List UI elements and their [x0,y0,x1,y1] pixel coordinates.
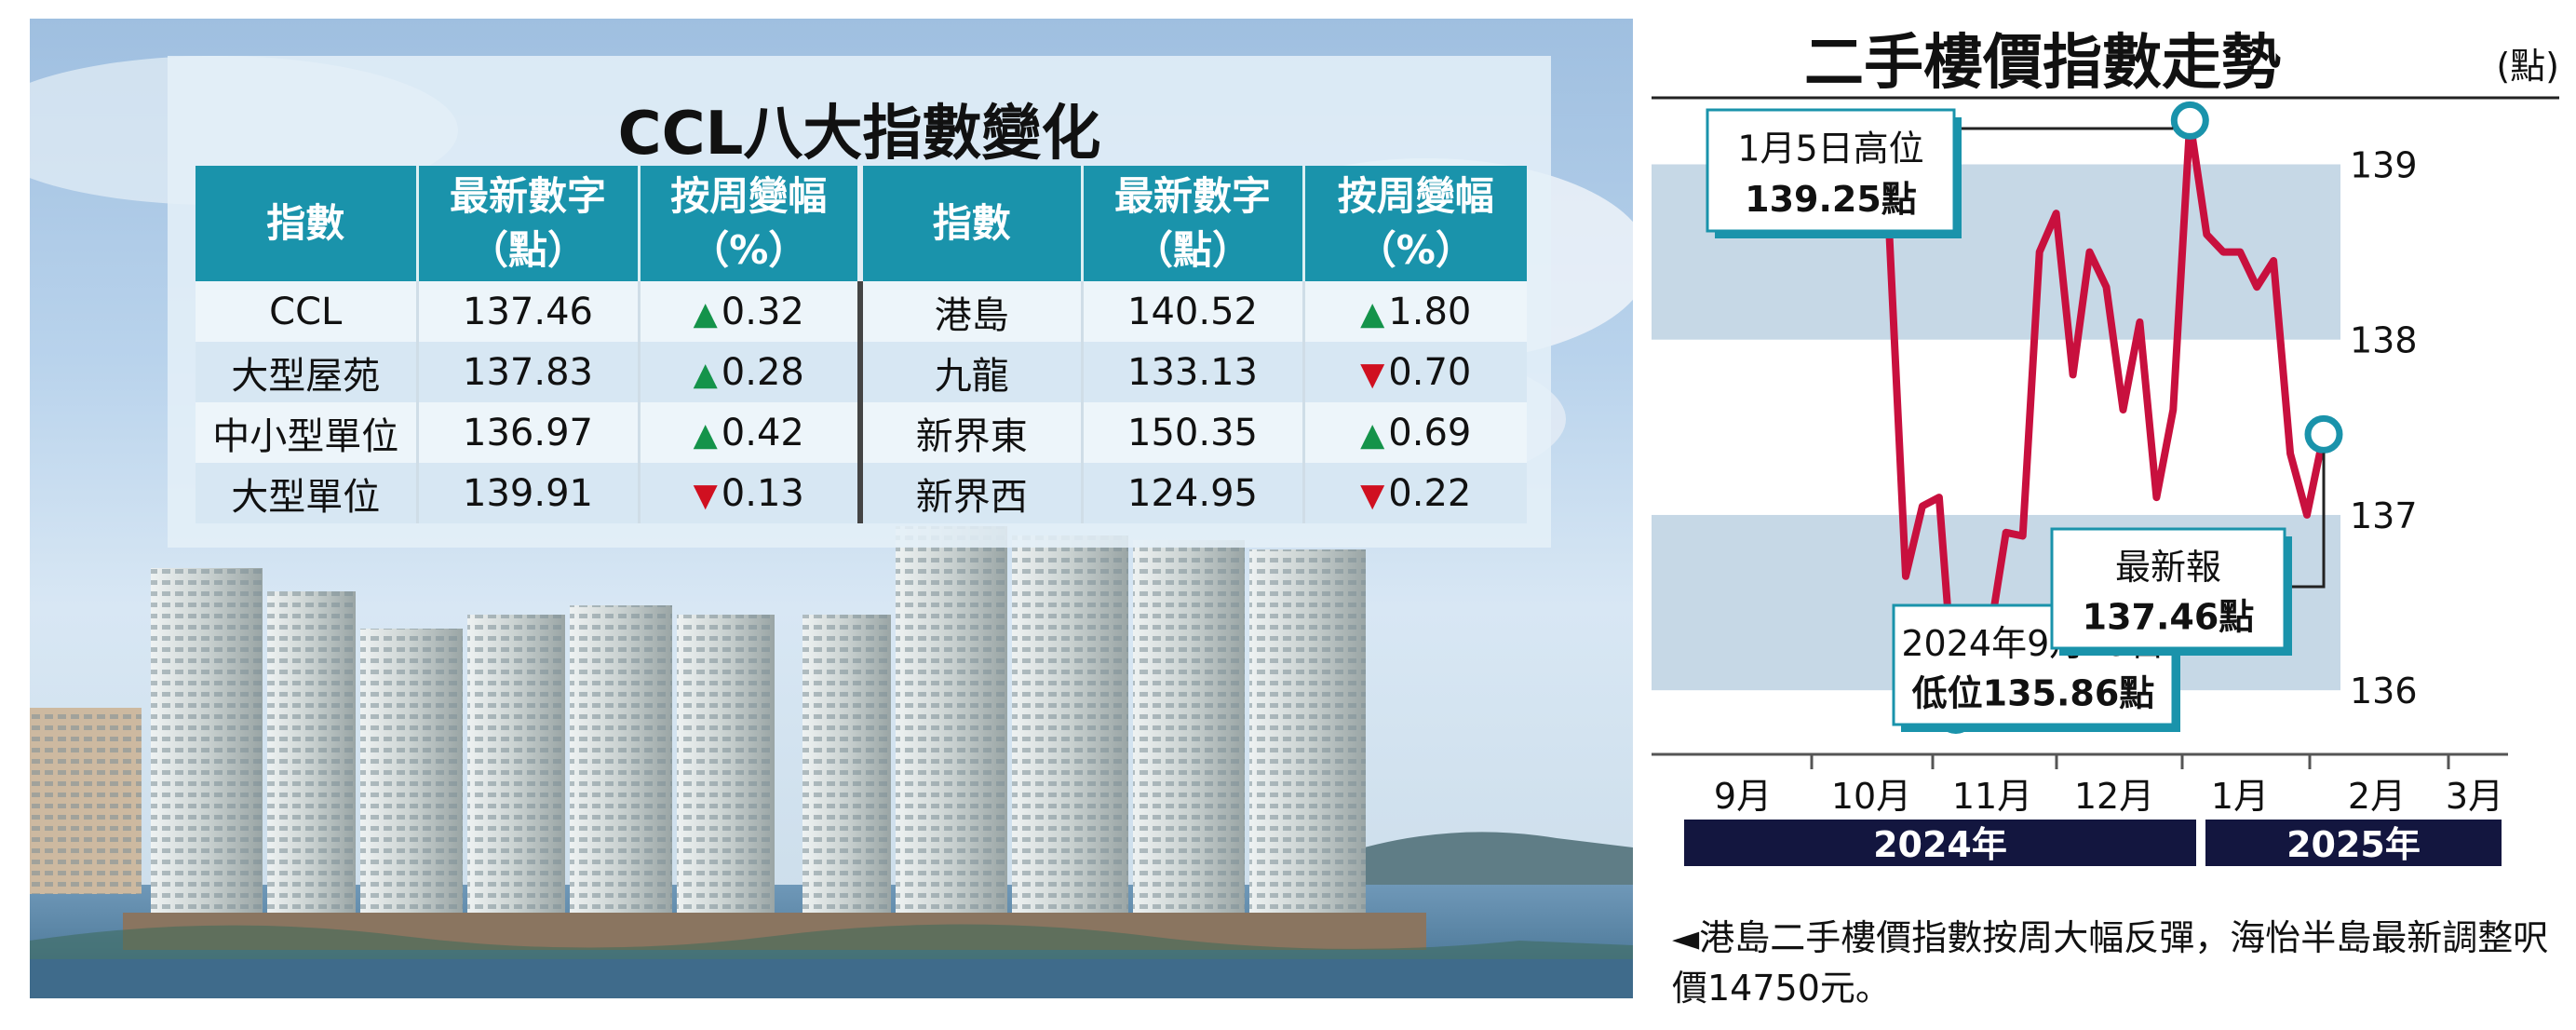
month-label: 2月 [2348,776,2406,817]
latest-annotation-box [2050,527,2286,650]
latest-value: 140.52 [1080,281,1303,342]
down-triangle-icon: ▼ [1360,476,1385,514]
weekly-change: ▼ 0.70 [1301,342,1527,402]
month-label: 10月 [1831,776,1911,817]
weekly-change: ▲ 0.32 [637,281,860,342]
ccl-index-table: 指數 最新數字 （點） 按周變幅 （%） 指數 最新數字 （點） 按周變幅 （%） CC… [196,166,1527,523]
change-value: 0.70 [1388,350,1472,394]
y-unit-label: (點) [2496,46,2559,87]
photo-caption: ◄港島二手樓價指數按周大幅反彈，海怡半島最新調整呎價14750元。 [1672,917,2549,1009]
change-value: 0.42 [721,411,804,454]
index-name: 中小型單位 [196,402,417,463]
table-title: CCL八大指數變化 [617,100,1101,169]
latest-value: 137.46 [415,281,639,342]
index-name: CCL [196,281,417,342]
month-label: 12月 [2074,776,2154,817]
year-bar-2024 [1684,820,2196,866]
table-header-row: 指數 最新數字 （點） 按周變幅 （%） 指數 最新數字 （點） 按周變幅 （%） [196,166,1527,281]
header-latest: 最新數字 （點） [415,166,639,281]
header-change-2: 按周變幅 （%） [1301,166,1527,281]
y-tick-label: 138 [2350,320,2418,361]
month-label: 9月 [1714,776,1772,817]
latest-value: 139.91 [415,463,639,523]
high-annotation-box [1706,108,1956,233]
housing-estate-photo: CCL八大指數變化 指數 最新數字 （點） 按周變幅 （%） 指數 最新數字 （點） … [30,19,1633,998]
y-tick-label: 137 [2350,495,2418,536]
latest-value: 124.95 [1080,463,1303,523]
header-change: 按周變幅 （%） [637,166,860,281]
change-value: 0.13 [721,471,804,515]
high-annotation-line2: 139.25點 [1745,179,1917,220]
year-label: 2024年 [1873,824,2007,865]
index-table-card: CCL八大指數變化 指數 最新數字 （點） 按周變幅 （%） 指數 最新數字 （點） … [168,56,1551,548]
high-annotation-line1: 1月5日高位 [1737,129,1923,169]
change-value: 1.80 [1388,290,1472,333]
index-name: 新界西 [857,463,1082,523]
index-name: 大型屋苑 [196,342,417,402]
change-value: 0.28 [721,350,804,394]
low-annotation-line2: 低位135.86點 [1912,673,2155,714]
change-value: 0.32 [721,290,804,333]
index-name: 九龍 [857,342,1082,402]
down-triangle-icon: ▼ [693,476,718,514]
month-label: 3月 [2446,776,2503,817]
chart-title: 二手樓價指數走勢 [1804,29,2281,98]
table-row: CCL 137.46 ▲ 0.32 港島 140.52 ▲ 1.80 [196,281,1527,342]
latest-value: 150.35 [1080,402,1303,463]
header-latest-2: 最新數字 （點） [1080,166,1303,281]
up-triangle-icon: ▲ [1360,415,1385,454]
table-row: 大型單位 139.91 ▼ 0.13 新界西 124.95 ▼ 0.22 [196,463,1527,523]
index-name: 新界東 [857,402,1082,463]
up-triangle-icon: ▲ [693,355,718,393]
latest-leader-line [2289,453,2326,589]
latest-annotation-line2: 137.46點 [2083,597,2255,638]
month-label: 1月 [2211,776,2269,817]
table-row: 大型屋苑 137.83 ▲ 0.28 九龍 133.13 ▼ 0.70 [196,342,1527,402]
trend-chart-panel: 二手樓價指數走勢 (點) 136 137 138 139 1月5日高位 139.25點 20… [1633,0,2576,1030]
latest-point-marker [2304,414,2343,454]
up-triangle-icon: ▲ [1360,294,1385,332]
change-value: 0.22 [1388,471,1472,515]
header-index: 指數 [196,166,417,281]
year-label: 2025年 [2286,824,2421,865]
weekly-change: ▲ 1.80 [1301,281,1527,342]
high-point-marker [2170,101,2209,140]
weekly-change: ▼ 0.13 [637,463,860,523]
latest-value: 133.13 [1080,342,1303,402]
table-row: 中小型單位 136.97 ▲ 0.42 新界東 150.35 ▲ 0.69 [196,402,1527,463]
index-name: 港島 [857,281,1082,342]
table-body: CCL 137.46 ▲ 0.32 港島 140.52 ▲ 1.80 大型屋苑 137.83 ▲ 0.… [196,281,1527,523]
weekly-change: ▲ 0.42 [637,402,860,463]
month-label: 11月 [1952,776,2032,817]
weekly-change: ▼ 0.22 [1301,463,1527,523]
change-value: 0.69 [1388,411,1472,454]
photo-illustration [30,56,1633,998]
down-triangle-icon: ▼ [1360,355,1385,393]
up-triangle-icon: ▲ [693,415,718,454]
weekly-change: ▲ 0.28 [637,342,860,402]
latest-value: 137.83 [415,342,639,402]
weekly-change: ▲ 0.69 [1301,402,1527,463]
year-bar-2025 [2205,820,2502,866]
line-chart: 1361371381391月5日高位139.25點2024年9月29日低位135… [1652,96,2559,866]
y-tick-label: 136 [2350,671,2418,712]
latest-annotation-line1: 最新報 [2115,547,2221,588]
latest-value: 136.97 [415,402,639,463]
header-index-2: 指數 [857,166,1082,281]
up-triangle-icon: ▲ [693,294,718,332]
index-name: 大型單位 [196,463,417,523]
y-tick-label: 139 [2350,144,2418,185]
